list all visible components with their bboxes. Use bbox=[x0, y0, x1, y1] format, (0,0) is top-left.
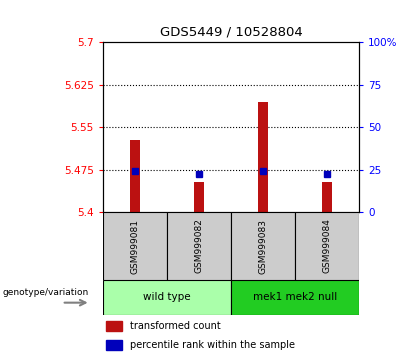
Title: GDS5449 / 10528804: GDS5449 / 10528804 bbox=[160, 25, 302, 39]
Bar bbox=[295, 212, 359, 280]
Bar bbox=[231, 212, 295, 280]
Text: GSM999084: GSM999084 bbox=[323, 218, 331, 274]
Text: genotype/variation: genotype/variation bbox=[2, 287, 88, 297]
Text: GSM999083: GSM999083 bbox=[259, 218, 268, 274]
Bar bbox=[194, 182, 204, 212]
Text: GSM999081: GSM999081 bbox=[131, 218, 139, 274]
Text: percentile rank within the sample: percentile rank within the sample bbox=[130, 341, 295, 350]
Text: transformed count: transformed count bbox=[130, 321, 220, 331]
Bar bbox=[106, 341, 122, 350]
Bar bbox=[103, 280, 231, 315]
Text: GSM999082: GSM999082 bbox=[194, 218, 203, 274]
Text: mek1 mek2 null: mek1 mek2 null bbox=[253, 292, 337, 302]
Bar bbox=[231, 280, 359, 315]
Bar bbox=[322, 182, 332, 212]
Text: wild type: wild type bbox=[143, 292, 191, 302]
Bar bbox=[103, 212, 167, 280]
Bar bbox=[167, 212, 231, 280]
Bar bbox=[130, 141, 140, 212]
Bar bbox=[106, 321, 122, 331]
Bar bbox=[258, 102, 268, 212]
